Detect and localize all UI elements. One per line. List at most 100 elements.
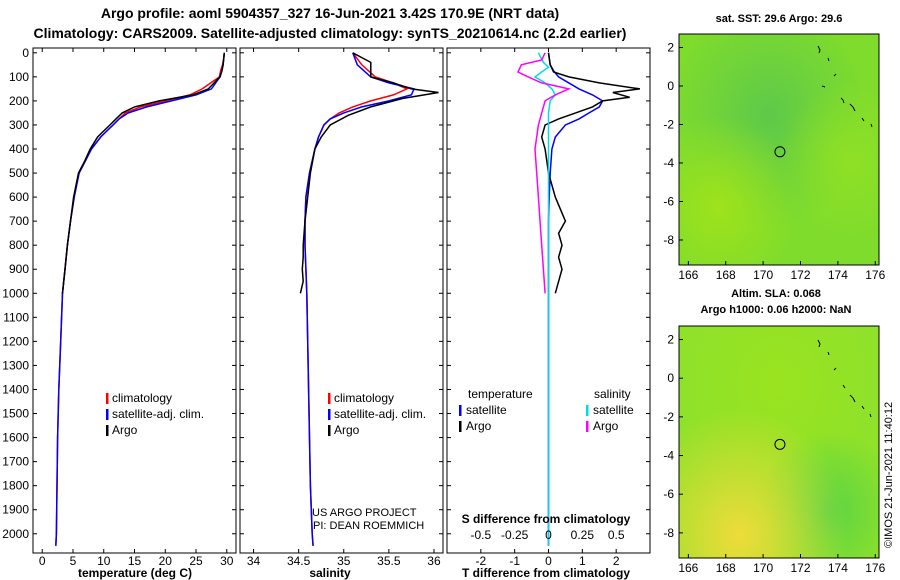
- series-line-argo: [61, 52, 226, 294]
- difference-xlabel: T difference from climatology: [462, 566, 630, 580]
- map-bottom-patch-sw: [679, 326, 879, 558]
- map-lon-label: 168: [716, 561, 736, 575]
- x-tick-label: 25: [189, 554, 203, 568]
- map-lon-label: 170: [753, 561, 773, 575]
- difference-legend: temperature salinity satellite Argo sate…: [459, 387, 634, 433]
- map-lon-label: 166: [678, 561, 698, 575]
- legend-title-temperature: temperature: [468, 387, 533, 401]
- depth-tick-label: 1800: [2, 479, 29, 493]
- x-tick-label: 30: [220, 554, 234, 568]
- legend-swatch-argo: [106, 425, 109, 436]
- map-lat-label: -2: [663, 410, 674, 424]
- depth-tick-label: 200: [9, 94, 29, 108]
- map-lon-label: 170: [753, 268, 773, 282]
- x-tick-label: 5: [70, 554, 77, 568]
- s-difference-title: S difference from climatology: [462, 512, 631, 526]
- s-tick-label: 0: [545, 528, 552, 542]
- legend-label-argo: Argo: [334, 423, 360, 437]
- map-lat-label: 0: [667, 79, 674, 93]
- depth-tick-label: 100: [9, 70, 29, 84]
- legend-label-t-argo: Argo: [466, 419, 492, 433]
- depth-tick-label: 0: [22, 46, 29, 60]
- temperature-xlabel: temperature (deg C): [78, 566, 192, 580]
- x-tick-label: 0: [39, 554, 46, 568]
- map-lon-label: 168: [716, 268, 736, 282]
- map-top-patch-e: [679, 34, 879, 265]
- salinity-panel-frame: [239, 47, 444, 554]
- depth-tick-label: 500: [9, 166, 29, 180]
- salinity-legend: climatology satellite-adj. clim. Argo: [328, 391, 426, 437]
- map-bottom-frame: [678, 325, 880, 559]
- depth-tick-label: 600: [9, 190, 29, 204]
- imos-credit: ©IMOS 21-Jun-2021 11:40:12: [883, 402, 895, 548]
- credit-pi: PI: DEAN ROEMMICH: [313, 520, 424, 532]
- depth-axis: 0 100 200 300 400 500 600 700 800 900 1000 1100 1200…: [2, 46, 650, 541]
- s-difference-axis: -0.5 -0.25 0 0.25 0.5: [470, 528, 624, 542]
- legend-title-salinity: salinity: [594, 387, 631, 401]
- map-bottom-axes: 2 0 -2 -4 -6 -8 166 168 170 172 174 176: [663, 333, 885, 575]
- depth-tick-label: 800: [9, 238, 29, 252]
- map-lat-label: 2: [667, 333, 674, 347]
- map-lon-label: 174: [828, 561, 848, 575]
- temperature-legend: climatology satellite-adj. clim. Argo: [106, 391, 204, 437]
- depth-tick-label: 1500: [2, 407, 29, 421]
- map-lon-label: 172: [790, 561, 810, 575]
- x-tick-label: 36: [427, 554, 441, 568]
- series-line-temperature-satellite: [547, 52, 604, 546]
- depth-tick-label: 1400: [2, 382, 29, 396]
- chart-title-line2: Climatology: CARS2009. Satellite-adjuste…: [33, 25, 627, 41]
- legend-label-s-satellite: satellite: [593, 403, 634, 417]
- map-lat-label: 0: [667, 371, 674, 385]
- map-lon-label: 172: [790, 268, 810, 282]
- legend-label-argo: Argo: [112, 423, 138, 437]
- chart-title-line1: Argo profile: aoml 5904357_327 16-Jun-20…: [100, 5, 560, 21]
- map-top-frame: [678, 33, 880, 266]
- depth-tick-label: 1700: [2, 455, 29, 469]
- legend-label-t-satellite: satellite: [466, 403, 507, 417]
- map-bottom-coastline: [817, 339, 872, 418]
- salinity-xlabel: salinity: [309, 566, 351, 580]
- legend-label-satellite: satellite-adj. clim.: [112, 407, 204, 421]
- map-lat-label: -8: [663, 526, 674, 540]
- s-tick-label: 0.25: [571, 528, 595, 542]
- map-top-float-marker: [774, 146, 786, 158]
- map-bottom-title2: Argo h1000: 0.06 h2000: NaN: [700, 304, 851, 316]
- x-tick-label: 2: [613, 554, 620, 568]
- depth-tick-label: 900: [9, 262, 29, 276]
- depth-tick-label: 1600: [2, 431, 29, 445]
- legend-swatch-climatology: [328, 393, 331, 404]
- series-line-salinity-satellite: [533, 52, 557, 546]
- depth-tick-label: 1100: [3, 310, 29, 324]
- legend-label-climatology: climatology: [112, 391, 172, 405]
- legend-swatch-satellite: [328, 409, 331, 420]
- series-line-climatology: [304, 52, 409, 546]
- depth-tick-label: 1900: [2, 503, 29, 517]
- legend-label-climatology: climatology: [334, 391, 394, 405]
- map-lon-label: 166: [678, 268, 698, 282]
- depth-tick-label: 300: [9, 118, 29, 132]
- series-line-temperature-argo: [540, 52, 641, 294]
- s-tick-label: -0.25: [501, 528, 529, 542]
- x-tick-label: 10: [97, 554, 111, 568]
- legend-swatch-argo: [328, 425, 331, 436]
- series-line-salinity-argo: [517, 52, 572, 294]
- series-layer: [55, 52, 641, 546]
- map-lon-label: 176: [865, 268, 885, 282]
- map-top-title: sat. SST: 29.6 Argo: 29.6: [716, 13, 843, 25]
- s-tick-label: -0.5: [470, 528, 491, 542]
- depth-tick-label: 1300: [2, 358, 29, 372]
- legend-swatch-t-argo: [459, 421, 462, 432]
- x-tick-label: 1: [579, 554, 586, 568]
- map-top-coastline: [817, 45, 873, 128]
- series-line-argo: [299, 52, 439, 294]
- map-lon-label: 174: [828, 268, 848, 282]
- x-tick-label: 34: [247, 554, 261, 568]
- map-lat-label: -6: [663, 487, 674, 501]
- depth-tick-label: 1200: [2, 334, 29, 348]
- map-lat-label: -2: [663, 117, 674, 131]
- legend-swatch-climatology: [106, 393, 109, 404]
- map-lat-label: -4: [663, 449, 674, 463]
- map-top-axes: 2 0 -2 -4 -6 -8 166 168 170 172 174 176: [663, 40, 885, 282]
- map-bottom-field: [678, 325, 880, 559]
